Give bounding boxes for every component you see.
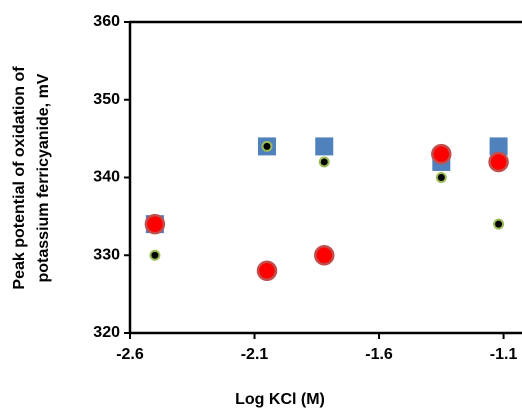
y-axis-label: Peak potential of oxidation of xyxy=(11,66,28,290)
y-tick-label: 330 xyxy=(93,246,120,263)
point xyxy=(431,143,452,165)
x-tick-label: -2.6 xyxy=(116,346,144,363)
point xyxy=(489,137,508,156)
x-axis-label: Log KCl (M) xyxy=(235,391,325,408)
x-tick-label: -1.1 xyxy=(490,346,518,363)
point xyxy=(261,140,273,152)
point xyxy=(488,151,509,173)
point xyxy=(144,213,166,235)
y-tick-label: 350 xyxy=(93,91,120,108)
point xyxy=(318,156,330,168)
y-axis-label: potassium ferricyanide, mV xyxy=(35,73,52,282)
x-tick-label: -1.6 xyxy=(365,346,393,363)
y-tick-label: 340 xyxy=(93,169,120,186)
point xyxy=(493,218,505,230)
x-tick-label: -2.1 xyxy=(241,346,269,363)
point xyxy=(315,137,334,156)
point xyxy=(435,172,447,183)
point xyxy=(149,249,161,261)
y-tick-label: 360 xyxy=(93,13,120,30)
point xyxy=(314,245,335,266)
point xyxy=(256,260,278,282)
y-tick-label: 320 xyxy=(93,324,120,341)
